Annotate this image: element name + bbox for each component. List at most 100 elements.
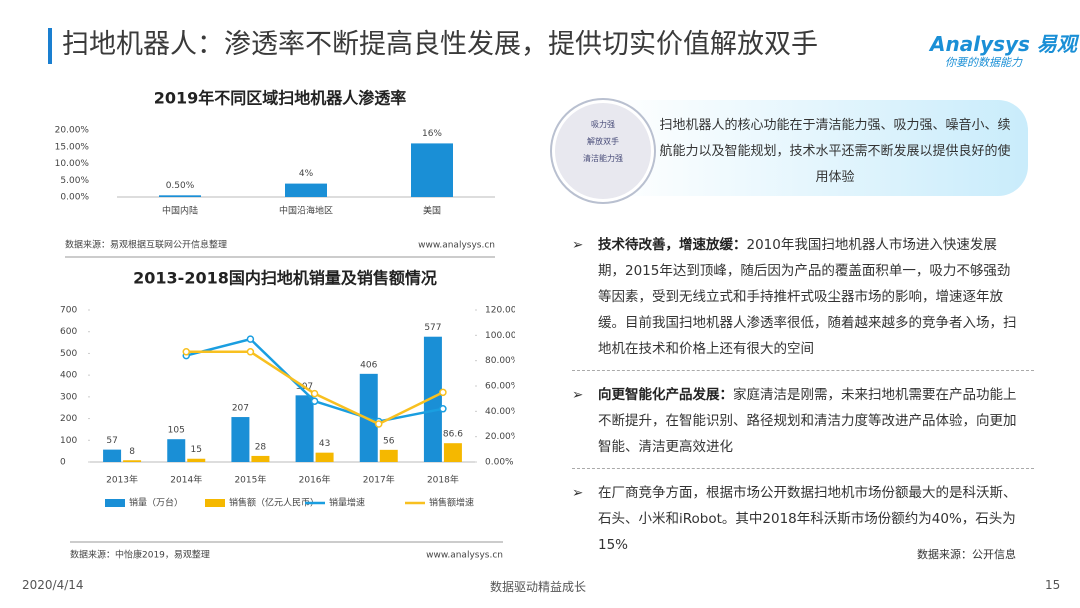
- bar: [285, 183, 327, 197]
- bar: [411, 143, 453, 197]
- value-label: 105: [168, 426, 185, 436]
- page-number: 15: [1045, 578, 1061, 592]
- value-label: 57: [106, 436, 117, 446]
- y-tick-label: 100: [60, 436, 77, 446]
- chart: 2013-2018国内扫地机销量及销售额情况 0 100 200 300 400 500 60…: [60, 269, 515, 561]
- bullet: ➢ 技术待改善，增速放缓：2010年我国扫地机器人市场进入快速发展期，2015年…: [572, 237, 1017, 357]
- y-tick-label: 5.00%: [60, 176, 89, 186]
- point: [310, 397, 319, 405]
- y-tick-label: 20.00%: [55, 126, 89, 136]
- point: [182, 348, 190, 356]
- bar: [231, 417, 250, 462]
- bar: [315, 452, 334, 462]
- chart-title: 2019年不同区域扫地机器人渗透率: [154, 89, 407, 108]
- bar: [379, 449, 398, 462]
- bullet: ➢ 向更智能化产品发展：家庭清洁是刚需，未来扫地机需要在产品功能上不断提升，在智…: [572, 387, 1017, 455]
- source: 数据来源：易观根据互联网公开信息整理: [65, 239, 227, 251]
- bullet-text: 家庭清洁是刚需，未来扫地机需要在产品功能上不断提升，在智能识别、路径规划和清洁力…: [598, 387, 1017, 455]
- bullet-lead: 技术待改善，增速放缓：: [598, 237, 747, 253]
- y-tick-label: 10.00%: [55, 159, 89, 169]
- legend-swatch: [205, 499, 225, 507]
- y-tick-label: 300: [60, 392, 77, 402]
- icon-word: 清洁能力强: [583, 154, 623, 163]
- y-tick-label: 15.00%: [55, 142, 89, 152]
- y2-tick-label: 60.00%: [485, 382, 515, 392]
- callout-box: [608, 100, 1028, 196]
- bullet-lead: 向更智能化产品发展：: [598, 387, 733, 403]
- bar: [187, 458, 206, 462]
- x-tick-label: 中国沿海地区: [279, 205, 333, 217]
- x-tick-label: 美国: [423, 205, 441, 217]
- bar: [159, 195, 201, 197]
- logo: Analysys 易观: [930, 32, 1077, 56]
- chart-title: 2013-2018国内扫地机销量及销售额情况: [133, 269, 437, 288]
- point: [375, 420, 383, 428]
- point: [246, 348, 255, 356]
- value-label: 15: [191, 445, 202, 455]
- y2-tick-label: 80.00%: [485, 356, 515, 366]
- bar: [123, 460, 142, 462]
- slide-title: 扫地机器人：渗透率不断提高良性发展，提供切实价值解放双手: [62, 29, 818, 60]
- x-tick-label: 2015年: [234, 474, 266, 486]
- point: [246, 335, 255, 343]
- point: [439, 405, 447, 413]
- y2-tick-label: 0.00%: [485, 458, 514, 468]
- value-label: 28: [255, 442, 267, 452]
- x-tick-label: 2013年: [106, 474, 138, 486]
- bullet-text: 在厂商竞争方面，根据市场公开数据扫地机市场份额最大的是科沃斯、石头、小米和iRo…: [598, 485, 1017, 553]
- bar: [251, 455, 270, 462]
- source-site: www.analysys.cn: [426, 551, 503, 561]
- line: [186, 350, 444, 426]
- x-tick-label: 2017年: [363, 474, 395, 486]
- footer-date: 2020/4/14: [22, 578, 84, 592]
- chart: 2019年不同区域扫地机器人渗透率 0.00% 5.00% 10.00% 15.00% 2…: [55, 89, 495, 258]
- value-label: 86.6: [443, 430, 463, 440]
- source-site: www.analysys.cn: [418, 241, 495, 251]
- icon-word: 解放双手: [587, 137, 619, 146]
- title-accent: [48, 28, 52, 64]
- x-tick-label: 中国内陆: [162, 205, 198, 217]
- bullet-text: 2010年我国扫地机器人市场进入快速发展期，2015年达到顶峰，随后因为产品的覆…: [598, 237, 1017, 357]
- x-tick-label: 2016年: [299, 474, 331, 486]
- legend-label: 销量（万台）: [129, 497, 183, 509]
- value-label: 16%: [422, 129, 442, 139]
- y2-tick-label: 40.00%: [485, 407, 515, 417]
- value-label: 56: [383, 436, 395, 446]
- icon-word: 吸力强: [591, 120, 615, 129]
- x-tick-label: 2018年: [427, 474, 459, 486]
- bar: [443, 443, 462, 462]
- source: 数据来源：公开信息: [917, 548, 1016, 561]
- y2-tick-label: 120.00%: [485, 306, 515, 316]
- y-tick-label: 600: [60, 327, 77, 337]
- value-label: 0.50%: [166, 181, 195, 191]
- y-tick-label: 0: [60, 458, 66, 468]
- legend-label: 销量增速: [329, 497, 365, 509]
- footer-slogan: 数据驱动精益成长: [490, 580, 587, 594]
- logo-tagline: 你要的数据能力: [945, 56, 1022, 69]
- word-cloud-icon: 吸力强 解放双手 清洁能力强: [552, 100, 654, 202]
- value-label: 43: [319, 439, 330, 449]
- legend-swatch: [105, 499, 125, 507]
- y-tick-label: 200: [60, 414, 77, 424]
- bullet: ➢ 在厂商竞争方面，根据市场公开数据扫地机市场份额最大的是科沃斯、石头、小米和i…: [572, 485, 1017, 553]
- value-label: 8: [129, 447, 135, 457]
- y2-tick-label: 100.00%: [485, 331, 515, 341]
- x-tick-label: 2014年: [170, 474, 202, 486]
- y-tick-label: 400: [60, 371, 77, 381]
- legend-label: 销售额（亿元人民币）: [229, 497, 319, 509]
- bar: [167, 439, 186, 462]
- point: [310, 389, 319, 398]
- callout-text: 扫地机器人的核心功能在于清洁能力强、吸力强、噪音小、续航能力以及智能规划，技术水…: [659, 118, 1011, 185]
- bar: [103, 449, 122, 462]
- legend-label: 销售额增速: [429, 497, 474, 509]
- y-tick-label: 0.00%: [60, 193, 89, 203]
- bar: [423, 336, 442, 462]
- y2-tick-label: 20.00%: [485, 432, 515, 442]
- value-label: 207: [232, 404, 249, 414]
- y-tick-label: 500: [60, 349, 77, 359]
- value-label: 406: [360, 360, 377, 370]
- point: [439, 388, 447, 397]
- separator: [572, 468, 1034, 469]
- value-label: 577: [424, 323, 441, 333]
